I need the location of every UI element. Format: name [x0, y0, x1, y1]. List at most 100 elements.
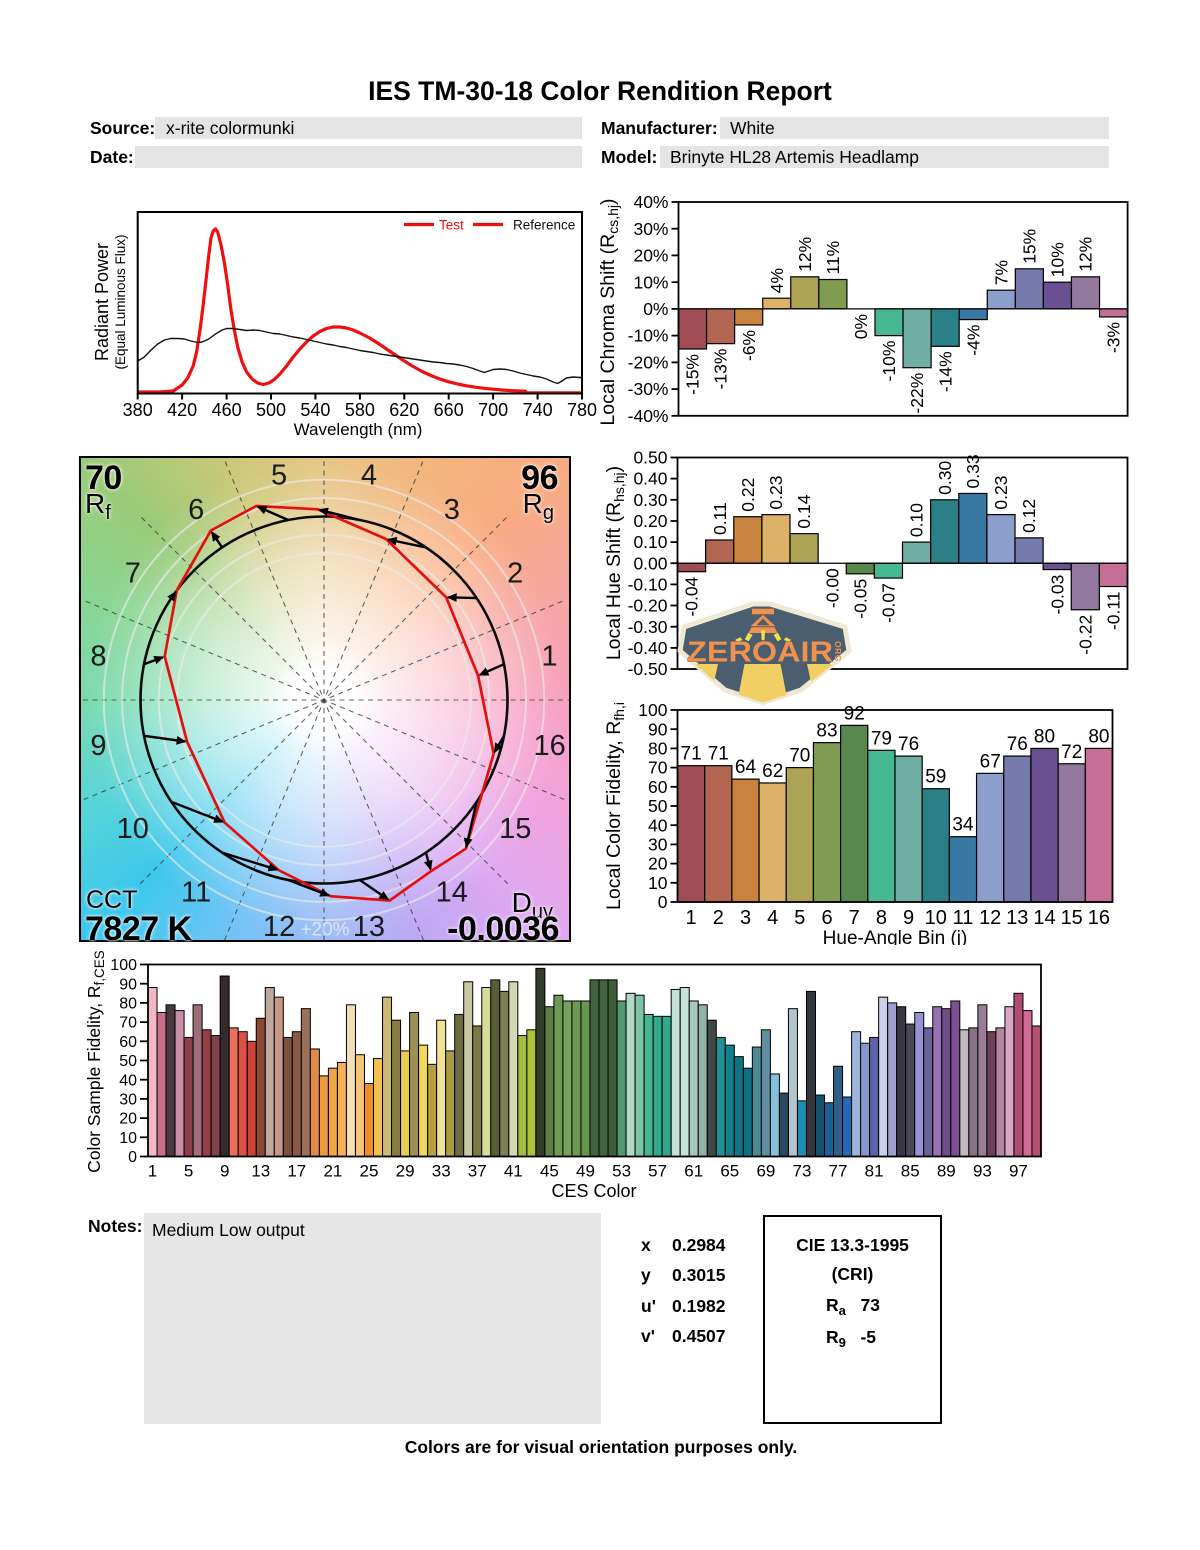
svg-text:0.22: 0.22 — [738, 478, 758, 512]
svg-text:2: 2 — [713, 907, 724, 929]
svg-text:0.33: 0.33 — [963, 454, 983, 488]
svg-text:62: 62 — [762, 761, 783, 782]
svg-text:2: 2 — [507, 557, 523, 589]
svg-text:0.30: 0.30 — [633, 490, 667, 510]
svg-text:7%: 7% — [991, 260, 1011, 285]
svg-text:92: 92 — [844, 703, 865, 724]
svg-text:12: 12 — [979, 907, 1001, 929]
svg-text:-0.10: -0.10 — [628, 575, 668, 595]
svg-text:71: 71 — [681, 744, 702, 765]
svg-text:70: 70 — [648, 758, 668, 778]
svg-text:Wavelength (nm): Wavelength (nm) — [294, 420, 423, 439]
svg-text:Color Sample Fidelity, Rf,CESi: Color Sample Fidelity, Rf,CESi — [84, 950, 107, 1173]
svg-text:65: 65 — [720, 1162, 739, 1181]
svg-text:100: 100 — [638, 700, 667, 720]
svg-text:4: 4 — [361, 460, 377, 492]
svg-text:30%: 30% — [633, 219, 668, 239]
svg-text:540: 540 — [300, 400, 330, 420]
svg-text:12: 12 — [263, 911, 295, 942]
svg-text:9: 9 — [90, 730, 106, 762]
svg-text:70: 70 — [119, 1015, 137, 1032]
svg-text:10%: 10% — [1048, 242, 1068, 277]
svg-text:21: 21 — [323, 1162, 342, 1181]
svg-text:10: 10 — [117, 813, 149, 845]
svg-text:7: 7 — [125, 557, 141, 589]
svg-text:0%: 0% — [643, 299, 668, 319]
svg-text:5: 5 — [271, 460, 287, 492]
svg-text:Local Chroma Shift (Rcs,hj): Local Chroma Shift (Rcs,hj) — [597, 198, 621, 425]
svg-text:11: 11 — [181, 876, 211, 908]
svg-text:20: 20 — [119, 1111, 137, 1128]
svg-text:7: 7 — [849, 907, 860, 929]
svg-text:0%: 0% — [851, 314, 871, 339]
svg-text:-14%: -14% — [935, 351, 955, 392]
svg-text:+20%: +20% — [300, 920, 349, 941]
svg-text:700: 700 — [478, 400, 508, 420]
svg-text:500: 500 — [256, 400, 286, 420]
svg-text:10: 10 — [648, 873, 668, 893]
svg-text:-15%: -15% — [683, 354, 703, 395]
svg-text:59: 59 — [925, 767, 946, 788]
svg-text:-0.00: -0.00 — [822, 568, 842, 608]
svg-text:61: 61 — [684, 1162, 703, 1181]
svg-text:-0.07: -0.07 — [879, 583, 899, 623]
svg-text:80: 80 — [1034, 726, 1055, 747]
svg-text:9: 9 — [903, 907, 914, 929]
svg-text:0.10: 0.10 — [633, 532, 667, 552]
svg-text:-4%: -4% — [963, 325, 983, 356]
svg-text:3: 3 — [740, 907, 751, 929]
svg-text:41: 41 — [504, 1162, 523, 1181]
svg-text:380: 380 — [123, 400, 153, 420]
svg-text:72: 72 — [1061, 742, 1082, 763]
svg-text:12%: 12% — [1076, 237, 1096, 272]
svg-text:93: 93 — [973, 1162, 992, 1181]
svg-text:5: 5 — [184, 1162, 193, 1181]
svg-text:64: 64 — [735, 757, 757, 778]
svg-text:0: 0 — [658, 892, 668, 912]
svg-text:15: 15 — [499, 813, 531, 845]
svg-text:79: 79 — [871, 728, 892, 749]
svg-text:90: 90 — [648, 719, 668, 739]
svg-text:90: 90 — [119, 976, 137, 993]
svg-text:20: 20 — [648, 854, 668, 874]
svg-text:16: 16 — [533, 730, 565, 762]
svg-text:1: 1 — [542, 640, 558, 672]
svg-text:13: 13 — [251, 1162, 270, 1181]
svg-text:15: 15 — [1061, 907, 1083, 929]
svg-text:70: 70 — [789, 746, 810, 767]
svg-text:0.50: 0.50 — [633, 448, 667, 468]
svg-text:6: 6 — [188, 494, 204, 526]
svg-text:20%: 20% — [633, 246, 668, 266]
svg-text:10: 10 — [925, 907, 947, 929]
svg-text:34: 34 — [952, 815, 974, 836]
svg-text:0.20: 0.20 — [633, 511, 667, 531]
svg-text:-0.20: -0.20 — [628, 596, 668, 616]
svg-text:ZEROAIR: ZEROAIR — [687, 636, 833, 668]
svg-text:-20%: -20% — [628, 353, 669, 373]
svg-text:85: 85 — [901, 1162, 920, 1181]
svg-text:14: 14 — [1033, 907, 1055, 929]
svg-text:-0.50: -0.50 — [628, 659, 668, 679]
svg-text:0.23: 0.23 — [991, 476, 1011, 510]
svg-text:69: 69 — [756, 1162, 775, 1181]
svg-text:10: 10 — [119, 1130, 137, 1147]
svg-text:40: 40 — [648, 815, 668, 835]
svg-text:-6%: -6% — [739, 330, 759, 361]
svg-text:-0.22: -0.22 — [1075, 615, 1095, 655]
svg-text:0.30: 0.30 — [935, 460, 955, 494]
svg-text:420: 420 — [167, 400, 197, 420]
svg-text:13: 13 — [1006, 907, 1028, 929]
svg-text:0.40: 0.40 — [633, 469, 667, 489]
svg-text:5: 5 — [794, 907, 805, 929]
svg-text:0.14: 0.14 — [794, 494, 814, 528]
svg-text:10%: 10% — [633, 272, 668, 292]
svg-text:50: 50 — [119, 1053, 137, 1070]
svg-text:-0.03: -0.03 — [1047, 575, 1067, 615]
svg-text:-0.11: -0.11 — [1104, 592, 1124, 631]
svg-text:-0.40: -0.40 — [628, 638, 668, 658]
svg-text:740: 740 — [523, 400, 553, 420]
svg-text:30: 30 — [119, 1092, 137, 1109]
svg-text:11%: 11% — [823, 241, 843, 275]
svg-text:13: 13 — [353, 911, 385, 942]
svg-text:0.10: 0.10 — [907, 503, 927, 537]
